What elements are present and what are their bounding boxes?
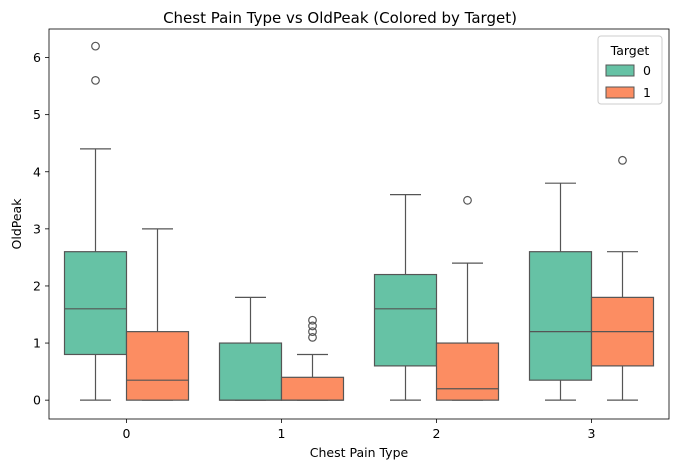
box-iqr	[435, 342, 500, 401]
y-tick-label: 2	[33, 278, 41, 293]
x-axis: 0 1 2 3	[123, 419, 596, 441]
x-tick-label: 0	[123, 426, 131, 441]
box-target-1-cp-1	[280, 315, 345, 401]
plot-area	[63, 41, 655, 401]
box-target-1-cp-2	[435, 195, 500, 401]
outlier-point	[308, 327, 317, 337]
y-axis: 0 1 2 3 4 5 6	[33, 50, 49, 408]
box-iqr	[125, 331, 190, 401]
box-target-0-cp-3	[528, 182, 593, 401]
y-tick-label: 1	[33, 336, 41, 351]
legend-label-0: 0	[643, 63, 651, 78]
box-target-1-cp-0	[125, 228, 190, 401]
x-tick-label: 2	[433, 426, 441, 441]
box-target-0-cp-2	[373, 193, 438, 401]
outlier-point	[91, 41, 100, 51]
y-axis-label: OldPeak	[9, 198, 24, 250]
outlier-point	[308, 332, 317, 342]
y-tick-label: 6	[33, 50, 41, 65]
outlier-point	[308, 315, 317, 325]
box-target-0-cp-1	[218, 296, 283, 401]
x-axis-label: Chest Pain Type	[310, 445, 409, 460]
outlier-point	[463, 195, 472, 205]
plot-frame	[48, 28, 670, 420]
legend-swatch-0	[605, 64, 635, 77]
y-tick-label: 0	[33, 393, 41, 408]
outlier-point	[618, 155, 627, 165]
box-target-1-cp-3	[590, 155, 655, 401]
x-tick-label: 3	[588, 426, 596, 441]
box-iqr	[528, 251, 593, 381]
chart-title: Chest Pain Type vs OldPeak (Colored by T…	[163, 9, 517, 27]
outlier-point	[91, 75, 100, 85]
legend-title: Target	[610, 43, 650, 58]
outlier-point	[308, 321, 317, 331]
y-tick-label: 3	[33, 221, 41, 236]
box-iqr	[373, 273, 438, 367]
legend-label-1: 1	[643, 85, 651, 100]
legend: Target 0 1	[597, 35, 663, 105]
y-tick-label: 4	[33, 164, 41, 179]
box-iqr	[218, 342, 283, 401]
legend-swatch-1	[605, 86, 635, 99]
box-iqr	[63, 251, 128, 356]
x-tick-label: 1	[278, 426, 286, 441]
box-target-0-cp-0	[63, 41, 128, 401]
box-iqr	[280, 376, 345, 401]
y-tick-label: 5	[33, 107, 41, 122]
